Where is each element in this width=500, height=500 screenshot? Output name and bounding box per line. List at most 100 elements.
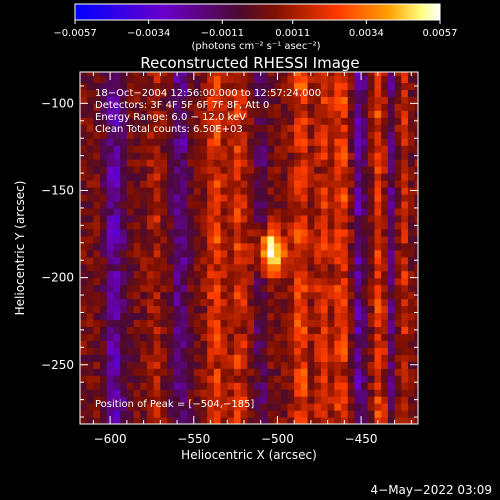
heatmap-cell bbox=[207, 228, 215, 237]
annotation-detectors: Detectors: 3F 4F 5F 6F 7F 8F, Att 0 bbox=[95, 100, 269, 111]
heatmap-cell bbox=[120, 410, 128, 418]
heatmap-cell bbox=[267, 375, 275, 383]
heatmap-cell bbox=[100, 72, 108, 77]
heatmap-cell bbox=[160, 159, 168, 167]
heatmap-cell bbox=[374, 152, 382, 160]
heatmap-cell bbox=[227, 340, 235, 348]
heatmap-cell bbox=[294, 354, 302, 362]
heatmap-cell bbox=[207, 298, 215, 307]
heatmap-cell bbox=[167, 410, 175, 418]
heatmap-cell bbox=[280, 270, 289, 279]
heatmap-cell bbox=[247, 375, 255, 383]
heatmap-cell bbox=[274, 263, 282, 272]
heatmap-cell bbox=[100, 221, 108, 230]
heatmap-cell bbox=[167, 159, 175, 167]
heatmap-cell bbox=[160, 319, 168, 328]
heatmap-cell bbox=[193, 396, 202, 404]
heatmap-cell bbox=[126, 284, 135, 293]
heatmap-cell bbox=[93, 319, 101, 328]
heatmap-cell bbox=[354, 131, 362, 139]
heatmap-cell bbox=[401, 124, 409, 132]
heatmap-cell bbox=[227, 410, 235, 418]
heatmap-cell bbox=[120, 82, 128, 91]
heatmap-cell bbox=[260, 131, 269, 139]
heatmap-cell bbox=[280, 284, 289, 293]
heatmap-cell bbox=[247, 200, 255, 209]
heatmap-cell bbox=[180, 410, 188, 418]
heatmap-cell bbox=[140, 249, 148, 258]
heatmap-cell bbox=[314, 242, 322, 251]
heatmap-cell bbox=[254, 326, 262, 334]
heatmap-cell bbox=[173, 396, 181, 404]
heatmap-cell bbox=[100, 235, 108, 244]
heatmap-cell bbox=[93, 152, 101, 160]
heatmap-cell bbox=[220, 375, 228, 383]
heatmap-cell bbox=[367, 340, 376, 348]
heatmap-cell bbox=[407, 242, 416, 251]
heatmap-cell bbox=[287, 333, 295, 341]
heatmap-cell bbox=[394, 354, 402, 362]
heatmap-cell bbox=[120, 152, 128, 160]
heatmap-cell bbox=[327, 145, 335, 153]
heatmap-cell bbox=[193, 361, 202, 369]
heatmap-cell bbox=[327, 214, 335, 223]
heatmap-cell bbox=[307, 235, 315, 244]
heatmap-cell bbox=[93, 89, 101, 97]
heatmap-cell bbox=[274, 270, 282, 279]
heatmap-cell bbox=[367, 138, 376, 146]
heatmap-cell bbox=[387, 249, 396, 258]
heatmap-cell bbox=[381, 347, 389, 355]
heatmap-cell bbox=[307, 410, 315, 418]
heatmap-cell bbox=[401, 305, 409, 314]
heatmap-cell bbox=[381, 187, 389, 195]
heatmap-cell bbox=[247, 214, 255, 223]
heatmap-cell bbox=[254, 207, 262, 216]
heatmap-cell bbox=[213, 375, 222, 383]
heatmap-cell bbox=[153, 180, 161, 188]
heatmap-cell bbox=[294, 221, 302, 230]
heatmap-cell bbox=[354, 187, 362, 195]
heatmap-cell bbox=[167, 187, 175, 195]
heatmap-cell bbox=[367, 375, 376, 383]
heatmap-cell bbox=[120, 117, 128, 125]
heatmap-cell bbox=[314, 117, 322, 125]
heatmap-cell bbox=[361, 417, 369, 424]
heatmap-cell bbox=[287, 173, 295, 181]
heatmap-cell bbox=[374, 347, 382, 355]
heatmap-cell bbox=[233, 389, 242, 397]
heatmap-cell bbox=[93, 361, 101, 369]
heatmap-cell bbox=[267, 152, 275, 160]
heatmap-cell bbox=[294, 214, 302, 223]
heatmap-cell bbox=[126, 382, 135, 390]
heatmap-cell bbox=[347, 82, 356, 91]
heatmap-cell bbox=[167, 270, 175, 279]
heatmap-cell bbox=[367, 277, 376, 286]
heatmap-cell bbox=[381, 235, 389, 244]
heatmap-cell bbox=[193, 354, 202, 362]
heatmap-cell bbox=[361, 152, 369, 160]
heatmap-cell bbox=[180, 284, 188, 293]
heatmap-cell bbox=[300, 291, 309, 300]
heatmap-cell bbox=[160, 228, 168, 237]
heatmap-cell bbox=[300, 72, 309, 77]
heatmap-cell bbox=[354, 389, 362, 397]
heatmap-cell bbox=[227, 312, 235, 321]
heatmap-cell bbox=[207, 214, 215, 223]
heatmap-cell bbox=[300, 340, 309, 348]
heatmap-cell bbox=[153, 354, 161, 362]
heatmap-cell bbox=[146, 354, 155, 362]
heatmap-cell bbox=[320, 277, 329, 286]
heatmap-cell bbox=[394, 117, 402, 125]
heatmap-cell bbox=[213, 187, 222, 195]
heatmap-cell bbox=[407, 326, 416, 334]
heatmap-cell bbox=[213, 173, 222, 181]
heatmap-cell bbox=[407, 159, 416, 167]
heatmap-cell bbox=[361, 333, 369, 341]
heatmap-cell bbox=[146, 214, 155, 223]
heatmap-cell bbox=[381, 72, 389, 77]
heatmap-cell bbox=[287, 298, 295, 307]
heatmap-cell bbox=[113, 138, 121, 146]
heatmap-cell bbox=[173, 256, 181, 265]
heatmap-cell bbox=[300, 187, 309, 195]
